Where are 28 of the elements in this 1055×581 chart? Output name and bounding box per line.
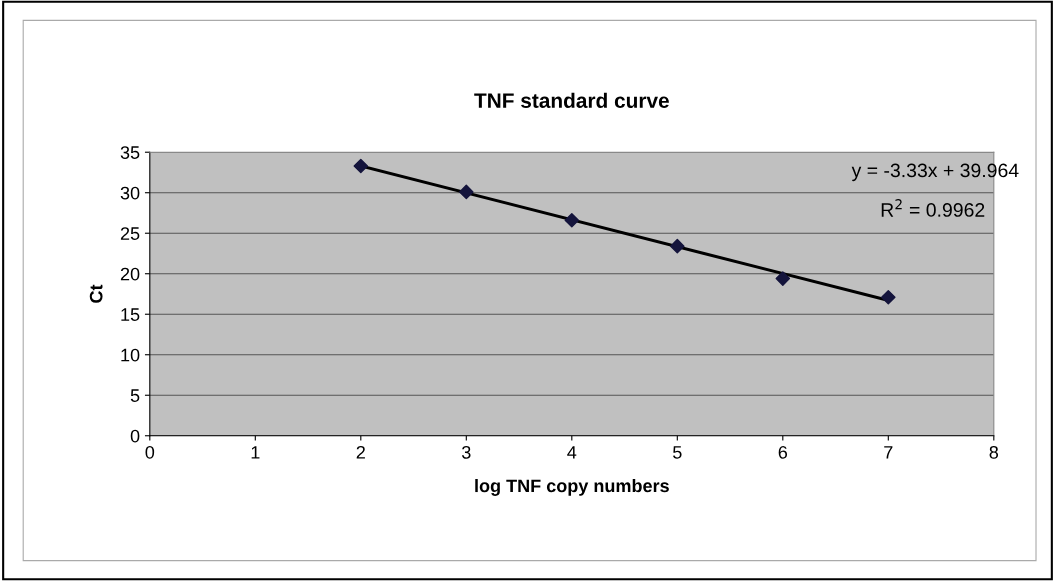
y-tick-label: 5 <box>130 389 140 402</box>
point <box>775 271 791 286</box>
x-tick-label: 1 <box>251 446 260 459</box>
point <box>459 184 474 200</box>
x-tick-label: 2 <box>356 445 365 459</box>
x-tick-label: 4 <box>567 446 577 459</box>
point <box>564 212 580 228</box>
y-tick-label: 35 <box>120 146 140 159</box>
y-tick-label: 30 <box>120 186 140 200</box>
x-tick-label: 3 <box>461 445 471 459</box>
chart-title: TNF standard curve <box>474 92 669 108</box>
annotation: y = -3.33x + 39.964 <box>851 163 1019 182</box>
x-tick-label: 6 <box>778 445 788 459</box>
y-tick-label: 10 <box>121 348 140 362</box>
point <box>670 238 685 254</box>
y-tick-label: 25 <box>120 227 140 240</box>
y-tick-label: 0 <box>130 429 140 443</box>
y-axis-title: Ct <box>89 284 103 303</box>
x-tick-label: 0 <box>145 445 155 459</box>
x-tick-label: 8 <box>989 445 999 459</box>
x-tick-label: 5 <box>673 446 682 459</box>
point <box>881 289 896 305</box>
x-axis-title: log TNF copy numbers <box>475 478 669 496</box>
y-tick-label: 15 <box>121 308 140 321</box>
annotation: R$^{2}$ = 0.9962 <box>881 199 985 217</box>
point <box>353 158 369 174</box>
y-tick-label: 20 <box>120 267 140 281</box>
x-tick-label: 7 <box>884 446 893 459</box>
